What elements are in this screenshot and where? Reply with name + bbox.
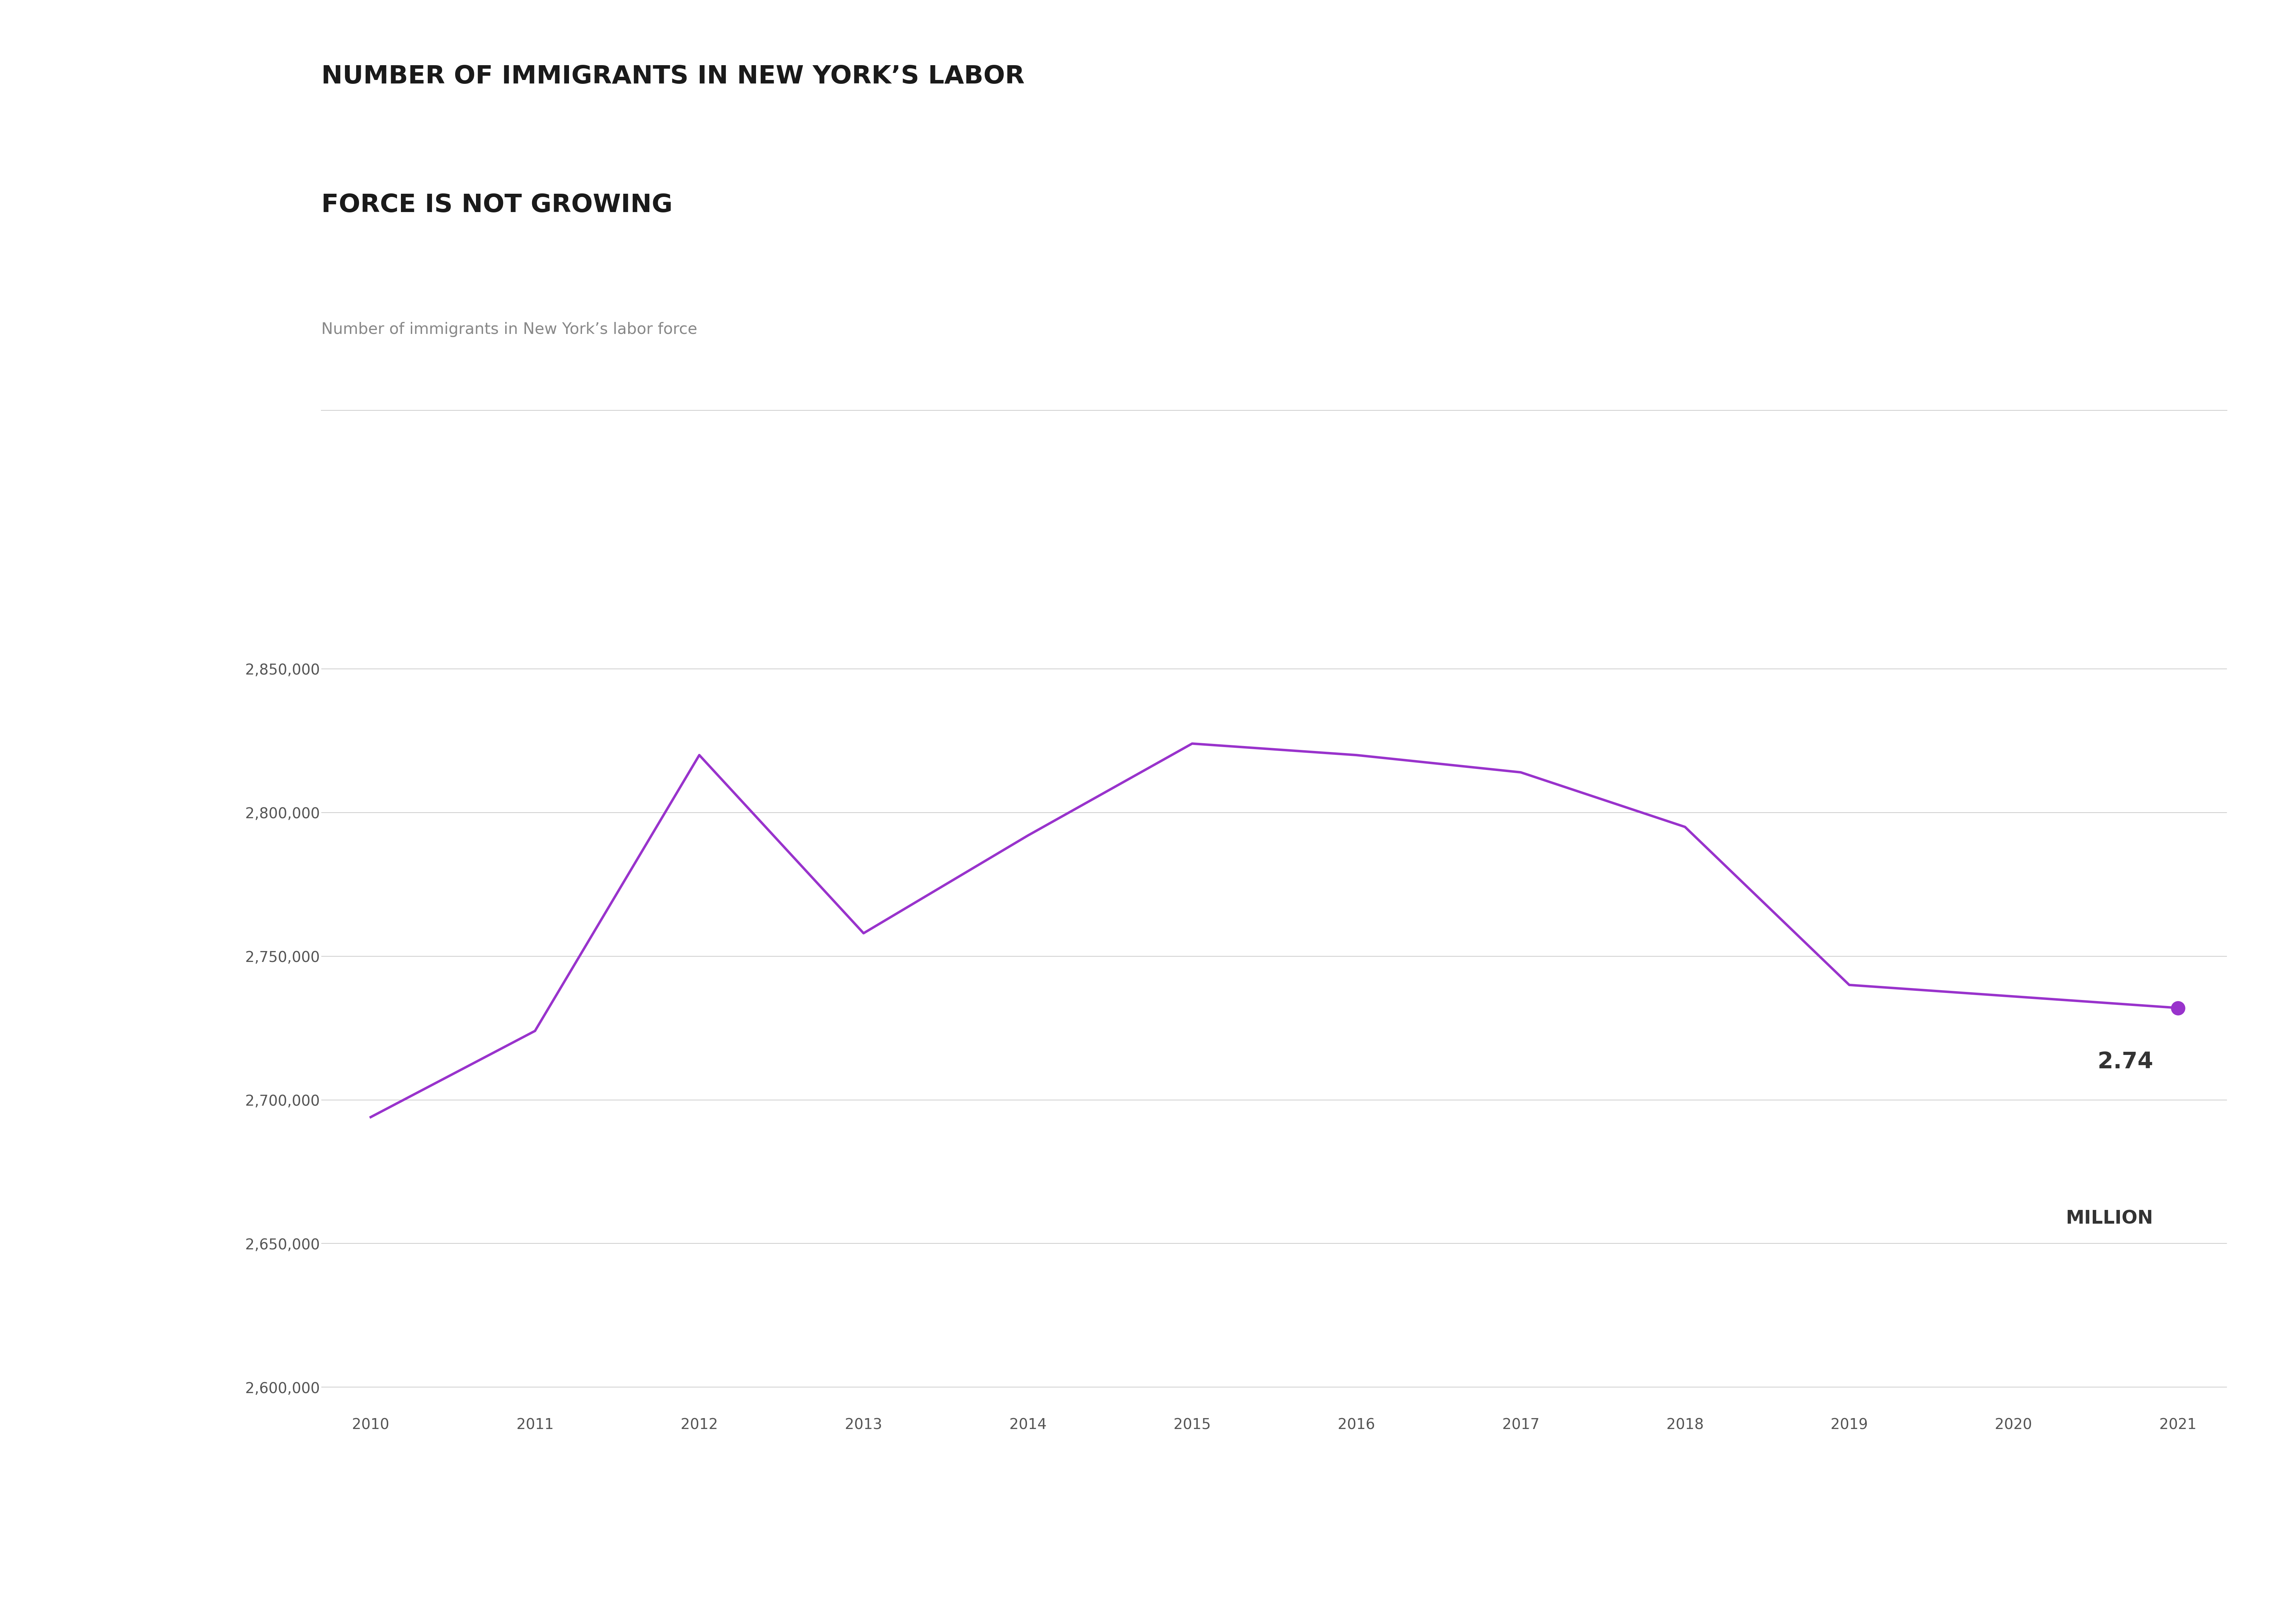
Text: FORCE IS NOT GROWING: FORCE IS NOT GROWING — [321, 193, 673, 217]
Text: MILLION: MILLION — [2066, 1208, 2154, 1228]
Text: Number of immigrants in New York’s labor force: Number of immigrants in New York’s labor… — [321, 322, 698, 336]
Text: 2.74: 2.74 — [2099, 1051, 2154, 1073]
Text: NUMBER OF IMMIGRANTS IN NEW YORK’S LABOR: NUMBER OF IMMIGRANTS IN NEW YORK’S LABOR — [321, 64, 1024, 88]
Point — [2161, 994, 2197, 1020]
